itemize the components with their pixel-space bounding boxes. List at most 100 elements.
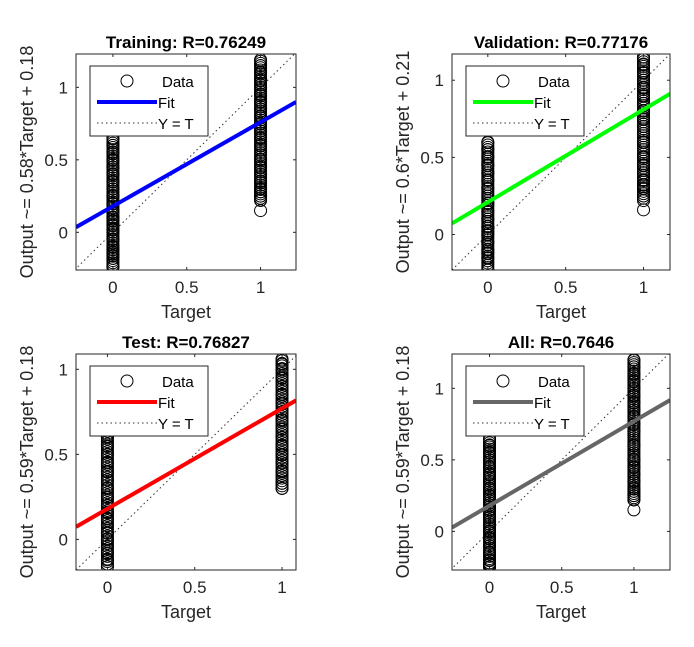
plot-content — [452, 54, 670, 270]
y-tick-label: 0.5 — [420, 451, 444, 470]
data-point — [100, 481, 114, 495]
x-tick-label: 0 — [485, 578, 494, 597]
data-point — [100, 468, 114, 482]
legend-label: Y = T — [158, 416, 194, 433]
data-point — [100, 532, 114, 546]
axes-box — [451, 353, 671, 571]
data-point — [275, 438, 289, 452]
legend-label: Data — [162, 74, 194, 91]
y-tick-label: 0 — [435, 226, 444, 245]
y-tick-label: 1 — [59, 360, 68, 379]
data-point — [275, 369, 289, 383]
data-point — [100, 465, 114, 479]
data-point — [275, 415, 289, 429]
data-point — [637, 54, 651, 64]
data-point — [481, 136, 495, 150]
data-point — [100, 488, 114, 502]
x-axis-label: Target — [161, 302, 211, 322]
data-point — [275, 441, 289, 455]
identity-line — [76, 355, 296, 570]
data-point — [275, 453, 289, 467]
data-point — [100, 486, 114, 500]
x-axis-label: Target — [536, 302, 586, 322]
data-point — [275, 377, 289, 391]
legend: Data Fit Y = T — [89, 365, 209, 437]
data-point — [100, 501, 114, 515]
data-point — [275, 392, 289, 406]
data-point — [100, 463, 114, 477]
x-tick-label: 1 — [277, 578, 286, 597]
data-point — [100, 521, 114, 535]
data-point — [275, 402, 289, 416]
data-point — [275, 382, 289, 396]
x-tick-label: 1 — [629, 578, 638, 597]
data-point — [100, 537, 114, 551]
data-point — [100, 450, 114, 464]
data-point — [100, 455, 114, 469]
data-point — [275, 446, 289, 460]
legend-label: Fit — [158, 95, 175, 112]
data-point — [100, 544, 114, 558]
data-point — [100, 560, 114, 570]
subplot-2: 0 0 0.5 0.5 1 1 Test: R=0.76827 Target Output ~=… — [17, 333, 297, 622]
legend-label: Data — [538, 374, 570, 391]
y-tick-label: 0 — [59, 530, 68, 549]
legend-label: Y = T — [158, 116, 194, 133]
data-point — [275, 423, 289, 437]
data-point — [275, 479, 289, 493]
data-point — [275, 469, 289, 483]
x-tick-label: 0 — [108, 278, 117, 297]
legend-data-icon — [120, 74, 134, 88]
data-point — [275, 387, 289, 401]
data-point — [100, 470, 114, 484]
data-point — [275, 361, 289, 375]
data-point — [100, 483, 114, 497]
data-point — [100, 437, 114, 451]
legend: Data Fit Y = T — [89, 65, 209, 137]
data-point — [275, 471, 289, 485]
data-point — [275, 456, 289, 470]
data-point — [100, 552, 114, 566]
legend-label: Y = T — [534, 416, 570, 433]
y-tick-label: 1 — [59, 78, 68, 97]
data-point — [275, 384, 289, 398]
plot-content — [76, 54, 296, 270]
y-tick-label: 0 — [59, 223, 68, 242]
legend: Data Fit Y = T — [465, 365, 585, 437]
subplot-title: Test: R=0.76827 — [122, 333, 250, 352]
data-point — [100, 440, 114, 454]
legend-label: Fit — [158, 395, 175, 412]
data-point — [100, 542, 114, 556]
data-point — [275, 367, 289, 381]
data-point — [275, 466, 289, 480]
y-axis-label: Output ~= 0.58*Target + 0.18 — [17, 46, 37, 279]
data-point — [275, 435, 289, 449]
legend-label: Y = T — [534, 116, 570, 133]
data-point — [100, 526, 114, 540]
data-point — [275, 412, 289, 426]
subplot-title: Training: R=0.76249 — [106, 33, 266, 52]
x-tick-label: 0.5 — [550, 578, 574, 597]
y-tick-label: 0 — [435, 522, 444, 541]
legend-data-icon — [496, 374, 510, 388]
x-tick-label: 1 — [639, 278, 648, 297]
data-point — [100, 493, 114, 507]
fit-line — [76, 398, 296, 529]
data-point — [275, 433, 289, 447]
data-point — [275, 461, 289, 475]
data-point — [275, 430, 289, 444]
data-point — [100, 473, 114, 487]
y-tick-label: 0.5 — [44, 445, 68, 464]
x-tick-label: 1 — [256, 278, 265, 297]
data-point — [100, 458, 114, 472]
data-point — [275, 379, 289, 393]
plot-content — [452, 354, 670, 570]
y-axis-label: Output ~= 0.59*Target + 0.18 — [393, 346, 413, 579]
data-point — [275, 410, 289, 424]
subplot-1: 0 0 0.5 0.5 1 1 Validation: R=0.77176 Target Out… — [393, 33, 671, 322]
fit-line — [452, 398, 670, 530]
data-point — [100, 534, 114, 548]
data-point — [100, 442, 114, 456]
x-tick-label: 0.5 — [183, 578, 207, 597]
